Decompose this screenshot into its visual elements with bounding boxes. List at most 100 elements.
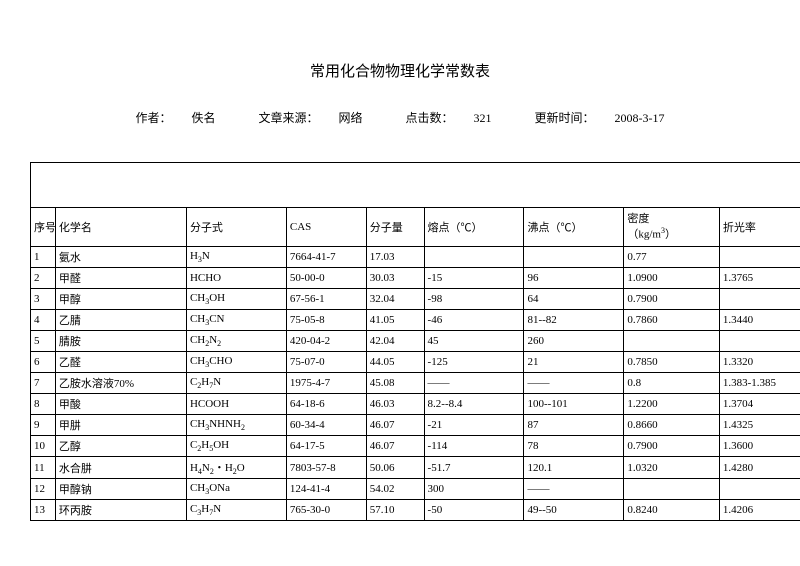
cell: HCOOH: [186, 394, 286, 415]
cell: 21: [524, 352, 624, 373]
cell: 5: [31, 331, 55, 352]
cell: -21: [424, 415, 524, 436]
table-row: 4乙腈CH3CN75-05-841.05-4681--820.78601.344…: [31, 310, 800, 331]
cell: 32.04: [366, 289, 424, 310]
cell: 1.3440: [719, 310, 800, 331]
col-refr: 折光率: [719, 208, 800, 247]
cell: 乙腈: [55, 310, 186, 331]
cell: ——: [524, 373, 624, 394]
author-block: 作者：佚名: [125, 111, 225, 125]
cell: HCHO: [186, 268, 286, 289]
col-index: 序号: [31, 208, 55, 247]
col-name: 化学名: [55, 208, 186, 247]
cell: CH2N2: [186, 331, 286, 352]
cell: 1.0320: [624, 457, 719, 479]
table-body: 1氨水H3N7664-41-717.030.77112甲醛HCHO50-00-0…: [31, 247, 800, 521]
cell: 41.05: [366, 310, 424, 331]
cell: [424, 247, 524, 268]
cell: 氨水: [55, 247, 186, 268]
col-bp: 沸点（℃）: [524, 208, 624, 247]
page-title: 常用化合物物理化学常数表: [0, 60, 800, 81]
cell: 11: [31, 457, 55, 479]
cell: 7803-57-8: [286, 457, 366, 479]
cell: 64-18-6: [286, 394, 366, 415]
cell: 49--50: [524, 500, 624, 521]
cell: 96: [524, 268, 624, 289]
cell: 87: [524, 415, 624, 436]
cell: 甲酸: [55, 394, 186, 415]
cell: 8.2--8.4: [424, 394, 524, 415]
cell: 3: [31, 289, 55, 310]
header-row: 序号 化学名 分子式 CAS 分子量 熔点（℃） 沸点（℃） 密度（kg/m3）…: [31, 208, 800, 247]
cell: 1.4325: [719, 415, 800, 436]
header-spacer-row: [31, 163, 800, 208]
table-row: 5腈胺CH2N2420-04-242.044526095141: [31, 331, 800, 352]
cell: ——: [424, 373, 524, 394]
cell: -51.7: [424, 457, 524, 479]
cell: H3N: [186, 247, 286, 268]
cell: 甲醇: [55, 289, 186, 310]
cell: 甲醛: [55, 268, 186, 289]
cell: -114: [424, 436, 524, 457]
cell: 260: [524, 331, 624, 352]
cell: 1975-4-7: [286, 373, 366, 394]
cell: 42.04: [366, 331, 424, 352]
cell: [719, 331, 800, 352]
cell: 46.07: [366, 436, 424, 457]
cell: 甲肼: [55, 415, 186, 436]
cell: 10: [31, 436, 55, 457]
cell: -98: [424, 289, 524, 310]
table-row: 8甲酸HCOOH64-18-646.038.2--8.4100--1011.22…: [31, 394, 800, 415]
cell: 78: [524, 436, 624, 457]
cell: 4: [31, 310, 55, 331]
cell: 64: [524, 289, 624, 310]
cell: 100--101: [524, 394, 624, 415]
col-molwt: 分子量: [366, 208, 424, 247]
cell: H4N2・H2O: [186, 457, 286, 479]
table-row: 2甲醛HCHO50-00-030.03-15961.09001.376537%水…: [31, 268, 800, 289]
cell: 75-05-8: [286, 310, 366, 331]
cell: 1.4280: [719, 457, 800, 479]
cell: 2: [31, 268, 55, 289]
cell: [624, 479, 719, 500]
constants-table: 序号 化学名 分子式 CAS 分子量 熔点（℃） 沸点（℃） 密度（kg/m3）…: [31, 163, 800, 521]
cell: 0.8240: [624, 500, 719, 521]
cell: 0.7900: [624, 289, 719, 310]
cell: 57.10: [366, 500, 424, 521]
cell: 9: [31, 415, 55, 436]
cell: 乙醇: [55, 436, 186, 457]
cell: [719, 479, 800, 500]
table-row: 3甲醇CH3OH67-56-132.04-98640.7900≥99.011: [31, 289, 800, 310]
table-row: 6乙醛CH3CHO75-07-044.05-125210.78501.3320≥…: [31, 352, 800, 373]
cell: 6: [31, 352, 55, 373]
table-row: 12甲醇钠CH3ONa124-41-454.02300——-: [31, 479, 800, 500]
cell: 124-41-4: [286, 479, 366, 500]
cell: 1.4206: [719, 500, 800, 521]
cell: 13: [31, 500, 55, 521]
cell: C2H5OH: [186, 436, 286, 457]
cell: [524, 247, 624, 268]
cell: 0.7860: [624, 310, 719, 331]
cell: 腈胺: [55, 331, 186, 352]
cell: 7: [31, 373, 55, 394]
cell: 45: [424, 331, 524, 352]
cell: 765-30-0: [286, 500, 366, 521]
cell: 60-34-4: [286, 415, 366, 436]
meta-line: 作者：佚名 文章来源：网络 点击数：321 更新时间：2008-3-17: [0, 109, 800, 126]
cell: ——: [524, 479, 624, 500]
cell: 46.07: [366, 415, 424, 436]
cell: 8: [31, 394, 55, 415]
cell: CH3CN: [186, 310, 286, 331]
table-row: 11水合肼H4N2・H2O7803-57-850.06-51.7120.11.0…: [31, 457, 800, 479]
table-row: 9甲肼CH3NHNH260-34-446.07-21870.86601.4325…: [31, 415, 800, 436]
cell: [719, 289, 800, 310]
col-formula: 分子式: [186, 208, 286, 247]
document-page: 常用化合物物理化学常数表 作者：佚名 文章来源：网络 点击数：321 更新时间：…: [0, 0, 800, 521]
col-mp: 熔点（℃）: [424, 208, 524, 247]
cell: 54.02: [366, 479, 424, 500]
source-block: 文章来源：网络: [248, 111, 372, 125]
cell: C3H7N: [186, 500, 286, 521]
cell: 环丙胺: [55, 500, 186, 521]
cell: 46.03: [366, 394, 424, 415]
cell: 0.8: [624, 373, 719, 394]
